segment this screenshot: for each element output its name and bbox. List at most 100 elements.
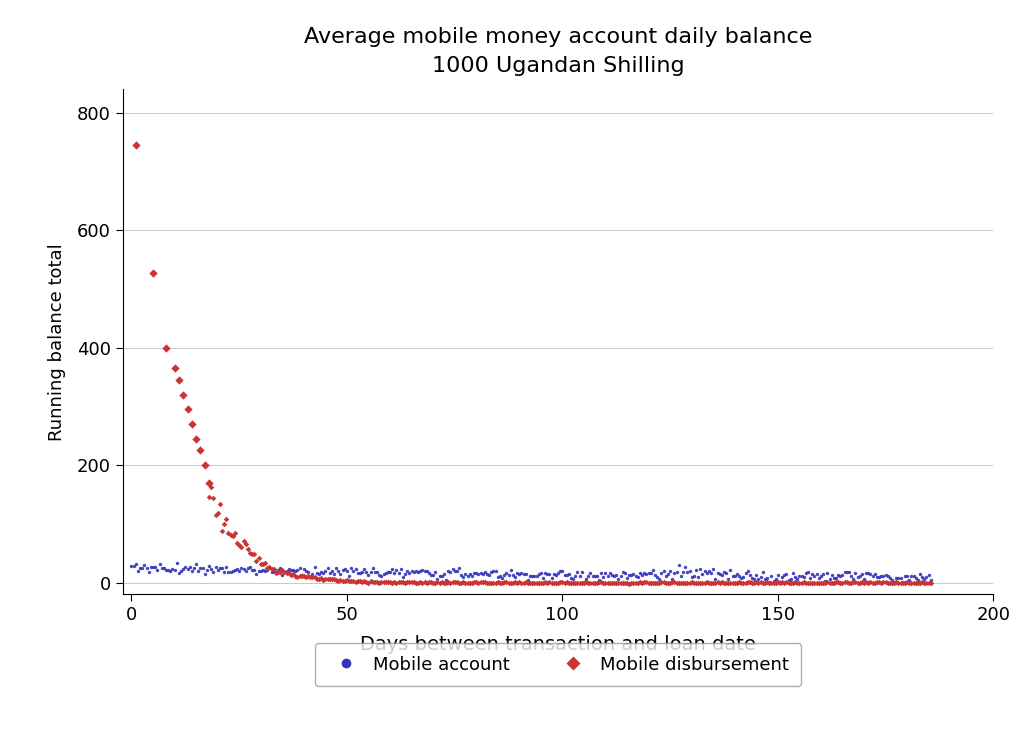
Point — [259, 564, 275, 576]
Point — [362, 565, 379, 577]
Point — [285, 564, 301, 576]
Point — [587, 570, 603, 582]
Point — [550, 567, 566, 579]
Point — [492, 570, 508, 582]
Point — [388, 564, 404, 576]
Point — [399, 577, 416, 588]
Point — [561, 577, 578, 589]
Point — [741, 577, 758, 588]
Point — [474, 568, 490, 580]
Point — [688, 565, 705, 577]
Point — [322, 574, 338, 585]
Point — [236, 536, 252, 548]
Point — [835, 568, 851, 580]
Point — [919, 571, 935, 583]
Point — [683, 577, 699, 588]
Point — [731, 577, 748, 588]
Point — [238, 565, 254, 577]
Point — [919, 577, 935, 588]
Point — [332, 568, 348, 580]
Point — [552, 565, 568, 577]
Point — [610, 574, 627, 585]
Point — [669, 566, 685, 578]
Point — [899, 570, 915, 582]
Point — [731, 570, 748, 582]
Point — [269, 565, 286, 577]
Point — [537, 568, 553, 580]
Point — [392, 577, 409, 588]
Point — [916, 577, 933, 588]
Point — [362, 576, 379, 588]
Point — [815, 568, 831, 580]
Point — [522, 577, 539, 588]
Point — [585, 570, 601, 582]
Point — [511, 568, 527, 580]
Point — [274, 565, 291, 577]
Point — [406, 566, 422, 578]
Point — [470, 568, 486, 580]
Point — [173, 565, 189, 577]
Point — [300, 570, 316, 582]
Point — [166, 564, 182, 576]
Point — [136, 559, 153, 571]
Point — [796, 571, 812, 583]
Point — [705, 577, 721, 588]
Point — [729, 577, 745, 588]
Point — [335, 574, 351, 586]
Point — [909, 574, 926, 586]
Point — [253, 558, 269, 570]
Point — [884, 574, 900, 586]
Point — [903, 571, 920, 583]
Point — [677, 577, 693, 588]
Point — [226, 527, 243, 539]
Point — [238, 538, 254, 550]
Point — [741, 569, 758, 581]
Point — [895, 577, 911, 588]
Point — [509, 577, 525, 588]
Point — [328, 562, 344, 574]
Point — [485, 577, 502, 588]
Point — [679, 577, 695, 588]
Point — [632, 577, 648, 588]
Point — [532, 577, 549, 589]
Point — [548, 569, 564, 581]
Point — [716, 577, 732, 588]
Point — [860, 577, 877, 588]
Point — [231, 565, 248, 577]
Point — [201, 477, 217, 489]
Point — [905, 577, 922, 588]
Point — [901, 574, 918, 586]
Point — [761, 576, 777, 588]
Point — [351, 567, 368, 579]
Title: Average mobile money account daily balance
1000 Ugandan Shilling: Average mobile money account daily balan… — [304, 27, 812, 77]
Point — [901, 577, 918, 588]
Point — [862, 577, 879, 588]
Point — [843, 571, 859, 583]
Point — [710, 567, 726, 579]
Point — [373, 576, 389, 588]
Point — [794, 570, 810, 582]
Point — [686, 570, 702, 582]
Point — [220, 565, 237, 577]
Point — [464, 577, 480, 588]
Point — [419, 577, 435, 589]
Point — [626, 577, 642, 588]
Point — [780, 574, 797, 585]
Point — [720, 574, 736, 585]
Point — [179, 403, 196, 415]
Point — [882, 571, 898, 583]
Point — [134, 562, 151, 574]
Point — [649, 577, 666, 588]
Point — [499, 568, 515, 580]
Point — [177, 561, 194, 573]
Point — [833, 577, 849, 589]
Point — [257, 565, 273, 577]
Point — [220, 527, 237, 539]
Point — [417, 565, 433, 577]
Point — [621, 577, 637, 589]
Point — [804, 568, 820, 580]
Point — [630, 571, 646, 583]
Point — [406, 576, 422, 588]
Point — [242, 547, 258, 559]
Point — [897, 577, 913, 589]
